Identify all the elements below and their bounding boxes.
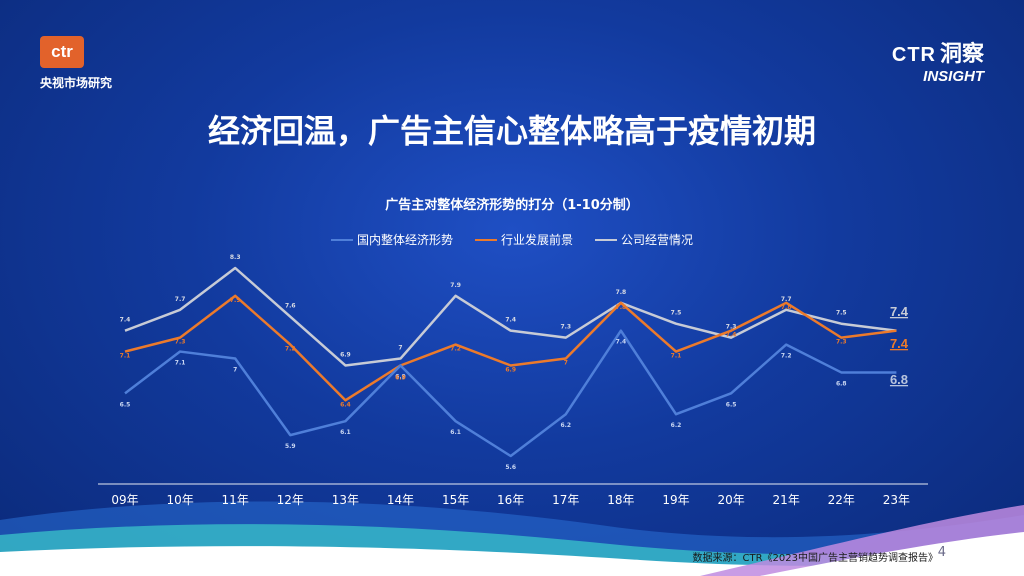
data-label: 6.9 xyxy=(505,366,516,373)
legend-item-series2: 行业发展前景 xyxy=(474,231,573,248)
data-label: 7.9 xyxy=(450,282,461,289)
end-value-label: 7.4 xyxy=(890,336,909,351)
series-line-2 xyxy=(124,294,897,402)
x-tick-label: 16年 xyxy=(497,493,524,507)
data-label: 6.5 xyxy=(120,401,131,408)
x-tick-label: 22年 xyxy=(828,493,855,507)
ctr-logo: ctr xyxy=(40,36,84,68)
x-tick-label: 11年 xyxy=(222,493,249,507)
data-label: 8.3 xyxy=(230,254,241,261)
data-label: 7.4 xyxy=(120,317,131,324)
data-label: 7.8 xyxy=(616,304,627,311)
data-label: 7.1 xyxy=(175,360,186,367)
x-tick-label: 23年 xyxy=(883,493,910,507)
data-label: 7 xyxy=(398,345,402,352)
data-label: 7.9 xyxy=(230,297,241,304)
data-label: 7.6 xyxy=(285,303,296,310)
data-label: 7.3 xyxy=(726,324,737,331)
series-line-1 xyxy=(124,329,897,458)
data-source: 数据来源：CTR《2023中国广告主营销趋势调查报告》 xyxy=(692,553,939,564)
insight-en-text: INSIGHT xyxy=(923,68,984,85)
data-label: 7.3 xyxy=(560,324,571,331)
data-label: 6.1 xyxy=(450,429,461,436)
legend-item-series1: 国内整体经济形势 xyxy=(330,231,453,248)
data-label: 7.2 xyxy=(781,353,792,360)
legend-label: 行业发展前景 xyxy=(500,233,573,247)
x-tick-label: 09年 xyxy=(111,493,138,507)
logo-subtitle: 央视市场研究 xyxy=(40,76,113,90)
x-tick-label: 19年 xyxy=(662,493,689,507)
data-label: 6.4 xyxy=(340,401,351,408)
legend-label: 国内整体经济形势 xyxy=(356,233,453,247)
data-label: 6.1 xyxy=(340,429,351,436)
page-number: 4 xyxy=(937,545,946,560)
series-line-3 xyxy=(124,266,897,367)
legend-swatch xyxy=(595,238,617,241)
data-label: 5.9 xyxy=(285,443,296,450)
x-tick-label: 20年 xyxy=(717,493,744,507)
data-label: 7.1 xyxy=(120,353,131,360)
data-label: 5.6 xyxy=(505,464,516,471)
x-tick-label: 21年 xyxy=(773,493,800,507)
data-label: 7.4 xyxy=(505,317,516,324)
page-title: 经济回温，广告主信心整体略高于疫情初期 xyxy=(207,112,816,150)
data-label: 7.3 xyxy=(175,339,186,346)
x-tick-label: 17年 xyxy=(552,493,579,507)
insight-ctr-text: CTR xyxy=(891,44,936,66)
data-label: 7.2 xyxy=(450,346,461,353)
x-tick-label: 14年 xyxy=(387,493,414,507)
data-label: 6.9 xyxy=(395,373,406,380)
data-label: 6.2 xyxy=(671,422,682,429)
logo-text: ctr xyxy=(51,42,73,61)
data-label: 6.9 xyxy=(395,374,406,381)
data-label: 6.8 xyxy=(836,380,847,387)
ctr-insight-logo: CTR 洞察 INSIGHT xyxy=(892,36,984,85)
legend-swatch xyxy=(474,238,497,241)
legend-item-series3: 公司经营情况 xyxy=(595,231,693,248)
data-label: 7 xyxy=(564,360,568,367)
data-label: 7.2 xyxy=(285,346,296,353)
end-value-label: 6.8 xyxy=(890,372,908,387)
x-tick-label: 10年 xyxy=(166,493,193,507)
x-tick-label: 18年 xyxy=(607,493,634,507)
x-tick-label: 15年 xyxy=(442,493,469,507)
data-label: 7.4 xyxy=(616,339,627,346)
data-label: 6.9 xyxy=(340,351,351,358)
data-label: 7 xyxy=(233,367,237,374)
chart-legend: 国内整体经济形势 行业发展前景 公司经营情况 xyxy=(0,231,1024,248)
x-tick-label: 12年 xyxy=(277,493,304,507)
legend-label: 公司经营情况 xyxy=(621,233,694,247)
data-label: 7.7 xyxy=(175,296,186,303)
data-label: 7.4 xyxy=(726,332,737,339)
insight-cn-text: 洞察 xyxy=(939,42,984,67)
chart-title: 广告主对整体经济形势的打分（1-10分制） xyxy=(385,198,639,213)
data-label: 7.1 xyxy=(671,353,682,360)
data-label: 6.5 xyxy=(726,401,737,408)
x-tick-label: 13年 xyxy=(332,493,359,507)
data-label: 7.5 xyxy=(836,310,847,317)
data-label: 7.8 xyxy=(781,304,792,311)
data-label: 7.5 xyxy=(671,310,682,317)
data-label: 7.3 xyxy=(836,339,847,346)
data-label: 7.7 xyxy=(781,296,792,303)
data-label: 6.2 xyxy=(560,422,571,429)
legend-swatch xyxy=(330,238,353,241)
end-value-label: 7.4 xyxy=(890,304,909,319)
data-label: 7.8 xyxy=(616,289,627,296)
